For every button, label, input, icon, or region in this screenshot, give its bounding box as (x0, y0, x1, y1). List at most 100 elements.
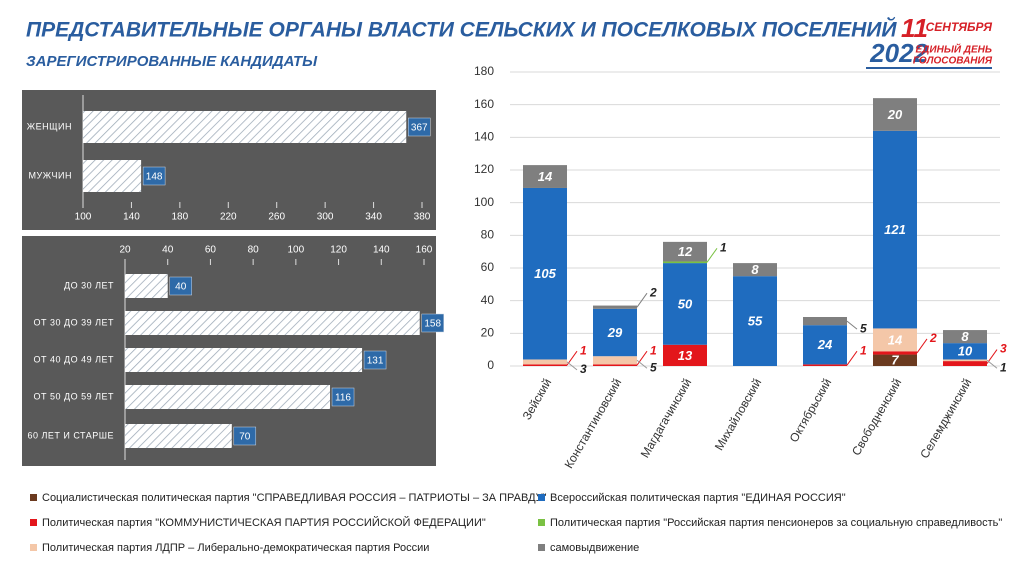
bar-segment (943, 359, 987, 362)
value-label: 105 (534, 266, 556, 281)
value-label-box (421, 313, 444, 333)
value-label: 121 (884, 222, 906, 237)
bar-segment (943, 361, 987, 366)
value-label-box (233, 426, 257, 446)
legend-swatch (538, 494, 545, 501)
x-tick-label: 60 (205, 245, 217, 256)
x-tick-label: 80 (248, 245, 260, 256)
leader-line (636, 292, 648, 308)
value-label: 50 (678, 296, 693, 311)
y-tick-label: 160 (474, 97, 494, 111)
x-tick-label: 380 (414, 212, 431, 223)
value-label: 8 (751, 262, 759, 277)
x-tick-label: 220 (220, 212, 237, 223)
value-label: 2 (929, 331, 937, 345)
logo-month: СЕНТЯБРЯ (926, 20, 993, 34)
legend-swatch (538, 544, 545, 551)
value-label: 8 (961, 329, 969, 344)
leader-line (846, 350, 858, 366)
value-label: 14 (538, 169, 553, 184)
legend-label: Политическая партия "КОММУНИСТИЧЕСКАЯ ПА… (42, 516, 486, 529)
legend-label: Политическая партия "Российская партия п… (550, 517, 1002, 529)
value-label: 12 (678, 244, 693, 259)
value-label: 5 (860, 321, 867, 335)
x-tick-label: 140 (373, 245, 390, 256)
legend-label: самовыдвижение (550, 542, 639, 554)
logo-line: ГОЛОСОВАНИЯ (913, 56, 993, 67)
bar-segment (943, 343, 987, 360)
value-label: 7 (891, 353, 899, 368)
bar-segment (873, 98, 917, 131)
value-label: 1 (650, 343, 657, 357)
leader-line (636, 359, 648, 369)
bar (125, 274, 168, 298)
value-label-box (363, 350, 387, 370)
value-label: 148 (146, 172, 163, 183)
bar-segment (523, 187, 567, 360)
category-label: 60 ЛЕТ И СТАРШЕ (27, 430, 114, 440)
bar-segment (803, 325, 847, 365)
x-tick-label: 340 (365, 212, 382, 223)
value-label: 1 (1000, 360, 1007, 374)
bar-segment (663, 261, 707, 264)
bar-segment (803, 317, 847, 326)
value-label-box (331, 387, 355, 407)
x-tick-label: 100 (288, 245, 305, 256)
leader-line (986, 359, 998, 369)
bar-segment (873, 328, 917, 352)
bar (83, 160, 142, 192)
legend-swatch (30, 544, 37, 551)
logo-rule (866, 67, 992, 69)
value-label: 55 (748, 314, 763, 329)
leader-line (566, 361, 578, 371)
bar-segment (663, 344, 707, 366)
value-label-box (142, 166, 166, 186)
x-tick-label: 180 (172, 212, 189, 223)
y-tick-label: 60 (481, 260, 495, 274)
value-label: 24 (817, 337, 833, 352)
logo: 11 СЕНТЯБРЯ 2022 ЕДИНЫЙ ДЕНЬ ГОЛОСОВАНИЯ (866, 13, 993, 69)
bar (125, 424, 232, 448)
y-tick-label: 180 (474, 64, 494, 78)
legend-label: Всероссийская политическая партия "ЕДИНА… (550, 492, 846, 504)
bar-segment (593, 356, 637, 365)
bar-segment (733, 276, 777, 366)
category-label: ДО 30 ЛЕТ (64, 280, 114, 290)
legend-swatch (538, 519, 545, 526)
y-tick-label: 80 (481, 228, 495, 242)
value-label: 20 (887, 107, 903, 122)
y-tick-label: 100 (474, 195, 494, 209)
bar-segment (943, 330, 987, 344)
leader-line (636, 350, 648, 366)
leader-line (846, 320, 858, 330)
value-label: 2 (649, 285, 657, 299)
bar-segment (523, 364, 567, 366)
y-tick-label: 0 (487, 358, 494, 372)
legend-label: Социалистическая политическая партия "СП… (42, 492, 547, 504)
value-label: 40 (175, 282, 187, 293)
value-label: 3 (1000, 342, 1007, 356)
category-label: ОТ 40 ДО 49 ЛЕТ (33, 354, 114, 364)
value-label: 3 (580, 362, 587, 376)
bar-segment (593, 308, 637, 357)
bar-segment (873, 351, 917, 355)
legend-swatch (30, 494, 37, 501)
value-label: 29 (607, 325, 623, 340)
bar (125, 311, 420, 335)
x-tick-label: 100 (75, 212, 92, 223)
x-tick-label: 120 (330, 245, 347, 256)
x-tick-label: 300 (317, 212, 334, 223)
x-tick-label: 40 (162, 245, 174, 256)
bar-segment (873, 354, 917, 366)
value-label: 1 (580, 343, 587, 357)
value-label: 367 (411, 123, 428, 134)
value-label: 1 (860, 343, 867, 357)
x-tick-label: 140 (123, 212, 140, 223)
bar (125, 385, 331, 409)
bar-segment (523, 165, 567, 188)
category-label: МУЖЧИН (29, 170, 73, 180)
y-tick-label: 20 (481, 326, 495, 340)
subtitle: ЗАРЕГИСТРИРОВАННЫЕ КАНДИДАТЫ (26, 53, 318, 70)
bar-segment (593, 305, 637, 309)
